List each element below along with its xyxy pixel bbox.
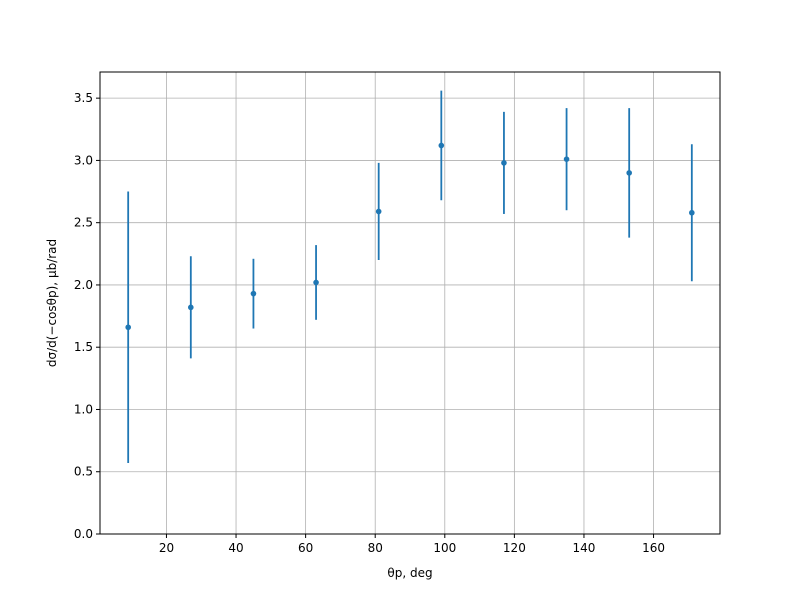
x-tick-label: 160: [642, 541, 665, 555]
data-point: [375, 208, 382, 215]
data-point: [125, 324, 131, 331]
x-axis-label: θp, deg: [387, 566, 432, 580]
x-tick-label: 120: [503, 541, 526, 555]
data-point: [313, 279, 319, 286]
data-point: [563, 156, 570, 162]
x-tick-label: 140: [573, 541, 596, 555]
data-point: [626, 170, 632, 176]
y-tick-label: 1.0: [74, 402, 93, 416]
y-tick-label: 1.5: [74, 340, 93, 354]
x-tick-label: 80: [368, 541, 383, 555]
x-tick-label: 100: [433, 541, 456, 555]
plot-frame: [99, 71, 721, 535]
y-tick-label: 0.5: [74, 465, 93, 479]
y-tick-label: 0.0: [74, 527, 93, 541]
data-point: [188, 304, 194, 311]
y-axis-label: dσ/d(−cosθp), μb/rad: [45, 239, 59, 367]
x-tick-label: 20: [159, 541, 174, 555]
y-tick-label: 2.0: [74, 278, 93, 292]
y-tick-label: 3.0: [74, 153, 93, 167]
data-point: [438, 142, 445, 149]
data-point: [501, 160, 507, 166]
x-tick-label: 40: [228, 541, 243, 555]
data-point: [250, 290, 257, 297]
data-point: [689, 209, 695, 216]
x-tick-label: 60: [298, 541, 313, 555]
y-tick-label: 3.5: [74, 91, 93, 105]
y-tick-label: 2.5: [74, 216, 93, 230]
